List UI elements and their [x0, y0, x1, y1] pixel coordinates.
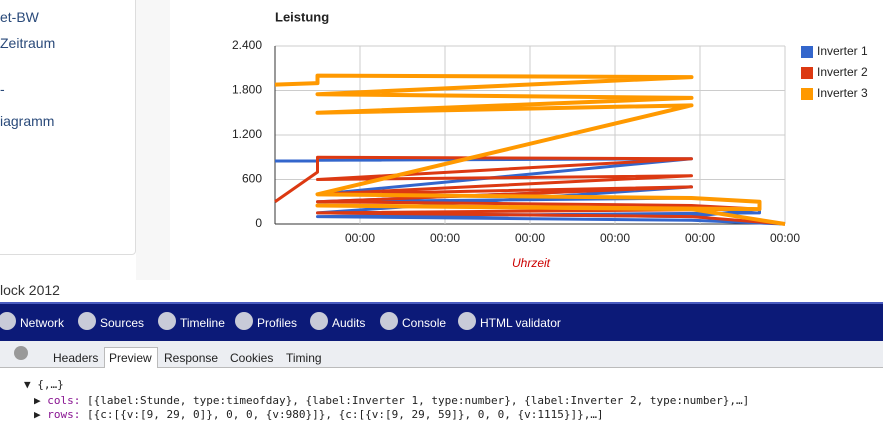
x-tick-label: 00:00 — [430, 231, 460, 245]
y-tick-label: 0 — [255, 216, 262, 230]
devtools-content: ▼ {,…} ▶ cols: [{label:Stunde, type:time… — [0, 368, 883, 432]
tree-entry[interactable]: ▶ rows: [{c:[{v:[9, 29, 0]}, 0, 0, {v:98… — [34, 408, 604, 421]
tab[interactable]: Preview — [109, 351, 152, 365]
sidebar-item[interactable]: iagramm — [0, 113, 55, 129]
tool-button[interactable]: Profiles — [257, 316, 298, 330]
tool-icon — [310, 312, 328, 330]
tree-root-text: {,…} — [37, 378, 64, 391]
devtools-toolbar: Network Sources Timeline Profiles Audits Cons… — [0, 302, 883, 341]
tool-button[interactable]: Sources — [100, 316, 145, 330]
y-tick-label: 1.200 — [232, 127, 262, 141]
tab[interactable]: Timing — [286, 351, 322, 365]
tool-icon — [380, 312, 398, 330]
series-line — [274, 73, 786, 226]
tool-icon — [0, 312, 16, 330]
tree-root[interactable]: ▼ {,…} — [24, 378, 64, 391]
tool-icon — [458, 312, 476, 330]
chart-bg — [170, 0, 883, 280]
y-tick-label: 2.400 — [232, 38, 262, 52]
gutter — [136, 0, 170, 280]
tab[interactable]: Headers — [53, 351, 99, 365]
tree-value: [{c:[{v:[9, 29, 0]}, 0, 0, {v:980}]}, {c… — [87, 408, 604, 421]
clear-icon[interactable] — [14, 346, 28, 360]
legend-label: Inverter 2 — [817, 65, 868, 79]
tab[interactable]: Cookies — [230, 351, 274, 365]
x-axis-label: Uhrzeit — [512, 256, 551, 270]
tool-button[interactable]: HTML validator — [480, 316, 561, 330]
chart-title: Leistung — [275, 9, 329, 24]
legend-swatch — [801, 46, 813, 58]
x-tick-label: 00:00 — [770, 231, 800, 245]
y-tick-label: 600 — [242, 172, 262, 186]
tool-button[interactable]: Network — [20, 316, 65, 330]
chart: Leistung Uhrzeit 0 600 1.200 1.800 2.400 00:0… — [170, 0, 883, 280]
series-line — [274, 155, 786, 226]
x-tick-label: 00:00 — [345, 231, 375, 245]
tool-button[interactable]: Timeline — [180, 316, 225, 330]
footer: lock 2012 — [0, 282, 60, 298]
tree-value: [{label:Stunde, type:timeofday}, {label:… — [87, 394, 750, 407]
sidebar-item[interactable]: Zeitraum — [0, 35, 56, 51]
tool-button[interactable]: Console — [402, 316, 447, 330]
legend-swatch — [801, 67, 813, 79]
legend-label: Inverter 3 — [817, 86, 868, 100]
tab[interactable]: Response — [164, 351, 219, 365]
sidebar-item[interactable]: et-BW — [0, 9, 39, 25]
x-tick-label: 00:00 — [515, 231, 545, 245]
sidebar — [0, 0, 136, 255]
x-tick-label: 00:00 — [685, 231, 715, 245]
tool-icon — [235, 312, 253, 330]
tree-key: rows: — [47, 408, 81, 421]
tool-button[interactable]: Audits — [332, 316, 366, 330]
legend-swatch — [801, 88, 813, 100]
selected-tab-bg — [104, 347, 158, 368]
sidebar-item[interactable]: - — [0, 81, 5, 97]
y-tick-label: 1.800 — [232, 83, 262, 97]
devtools-tabs: Headers Preview Response Cookies Timing — [0, 341, 883, 368]
tree-entry[interactable]: ▶ cols: [{label:Stunde, type:timeofday},… — [34, 394, 750, 407]
x-tick-label: 00:00 — [600, 231, 630, 245]
tool-icon — [158, 312, 176, 330]
tree-key: cols: — [47, 394, 81, 407]
tool-icon — [78, 312, 96, 330]
legend-label: Inverter 1 — [817, 44, 868, 58]
